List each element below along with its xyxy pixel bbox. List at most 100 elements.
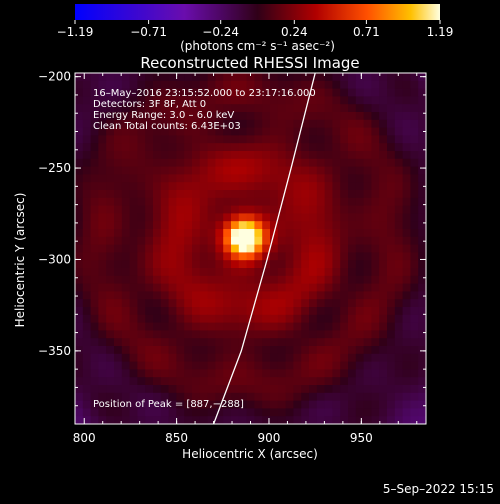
- heatmap-cell: [106, 385, 115, 394]
- heatmap-cell: [324, 361, 333, 370]
- heatmap-cell: [82, 205, 91, 214]
- heatmap-cell: [277, 158, 286, 167]
- heatmap-cell: [301, 174, 310, 183]
- heatmap-cell: [207, 127, 216, 136]
- heatmap-cell: [316, 377, 325, 386]
- heatmap-cell: [192, 291, 201, 300]
- heatmap-cell: [75, 112, 84, 121]
- heatmap-cell: [153, 275, 162, 284]
- heatmap-cell: [348, 346, 357, 355]
- heatmap-cell: [90, 385, 99, 394]
- heatmap-cell: [309, 119, 318, 128]
- heatmap-cell: [324, 190, 333, 199]
- heatmap-cell: [137, 252, 146, 261]
- heatmap-cell: [153, 80, 162, 89]
- heatmap-cell: [363, 127, 372, 136]
- heatmap-cell: [121, 268, 130, 277]
- heatmap-cell: [254, 353, 263, 362]
- heatmap-cell: [348, 244, 357, 253]
- heatmap-cell: [199, 330, 208, 339]
- heatmap-cell: [160, 283, 169, 292]
- heatmap-cell: [137, 158, 146, 167]
- heatmap-cell: [168, 205, 177, 214]
- heatmap-cell: [238, 346, 247, 355]
- heatmap-cell: [355, 299, 364, 308]
- heatmap-cell: [402, 135, 411, 144]
- heatmap-cell: [371, 151, 380, 160]
- heatmap-cell: [387, 104, 396, 113]
- heatmap-cell: [316, 307, 325, 316]
- heatmap-cell: [301, 283, 310, 292]
- heatmap-cell: [223, 291, 232, 300]
- heatmap-cell: [254, 385, 263, 394]
- heatmap-cell: [176, 112, 185, 121]
- heatmap-cell: [309, 307, 318, 316]
- heatmap-cell: [98, 104, 107, 113]
- heatmap-cell: [121, 104, 130, 113]
- heatmap-cell: [153, 346, 162, 355]
- heatmap-cell: [363, 314, 372, 323]
- heatmap-cell: [207, 119, 216, 128]
- heatmap-cell: [277, 205, 286, 214]
- heatmap-cell: [176, 283, 185, 292]
- heatmap-cell: [129, 244, 138, 253]
- heatmap-cell: [75, 385, 84, 394]
- heatmap-cell: [301, 268, 310, 277]
- heatmap-cell: [238, 127, 247, 136]
- heatmap-cell: [301, 229, 310, 238]
- heatmap-cell: [262, 244, 271, 253]
- heatmap-cell: [309, 346, 318, 355]
- heatmap-cell: [238, 190, 247, 199]
- heatmap-cell: [106, 252, 115, 261]
- heatmap-cell: [82, 330, 91, 339]
- heatmap-cell: [309, 330, 318, 339]
- heatmap-cell: [75, 127, 84, 136]
- heatmap-cell: [285, 229, 294, 238]
- heatmap-cell: [90, 73, 99, 82]
- axis-ticks: 800 850 900 950−200−250−300−350: [38, 70, 426, 445]
- heatmap-cell: [277, 80, 286, 89]
- heatmap-cell: [394, 96, 403, 105]
- heatmap-cell: [207, 283, 216, 292]
- heatmap-cell: [387, 135, 396, 144]
- heatmap-cell: [168, 73, 177, 82]
- heatmap-cell: [98, 353, 107, 362]
- heatmap-cell: [129, 229, 138, 238]
- heatmap-cell: [121, 151, 130, 160]
- heatmap-cell: [184, 158, 193, 167]
- heatmap-cell: [355, 283, 364, 292]
- heatmap-cell: [231, 73, 240, 82]
- heatmap-cell: [129, 377, 138, 386]
- heatmap-cell: [418, 158, 426, 167]
- heatmap-cell: [98, 213, 107, 222]
- heatmap-cell: [301, 143, 310, 152]
- heatmap-cell: [285, 166, 294, 175]
- heatmap-cell: [176, 338, 185, 347]
- heatmap-cell: [168, 353, 177, 362]
- heatmap-cell: [355, 416, 364, 424]
- heatmap-cell: [309, 80, 318, 89]
- heatmap-cell: [363, 283, 372, 292]
- heatmap-cell: [379, 322, 388, 331]
- heatmap-cell: [75, 322, 84, 331]
- heatmap-cell: [410, 135, 419, 144]
- heatmap-cell: [293, 260, 302, 269]
- heatmap-cell: [379, 361, 388, 370]
- colorbar-ticks: −1.19 −0.71 −0.24 0.24 0.71 1.19: [57, 20, 453, 39]
- heatmap-cell: [379, 408, 388, 417]
- heatmap-cell: [192, 330, 201, 339]
- heatmap-cell: [355, 119, 364, 128]
- heatmap-cell: [215, 322, 224, 331]
- heatmap-cell: [223, 88, 232, 97]
- heatmap-cell: [379, 236, 388, 245]
- heatmap-cell: [410, 400, 419, 409]
- heatmap-cell: [332, 151, 341, 160]
- heatmap-cell: [238, 338, 247, 347]
- heatmap-cell: [394, 268, 403, 277]
- heatmap-cell: [402, 291, 411, 300]
- heatmap-cell: [176, 260, 185, 269]
- heatmap-cell: [254, 361, 263, 370]
- heatmap-cell: [106, 221, 115, 230]
- heatmap-cell: [98, 143, 107, 152]
- heatmap-cell: [121, 88, 130, 97]
